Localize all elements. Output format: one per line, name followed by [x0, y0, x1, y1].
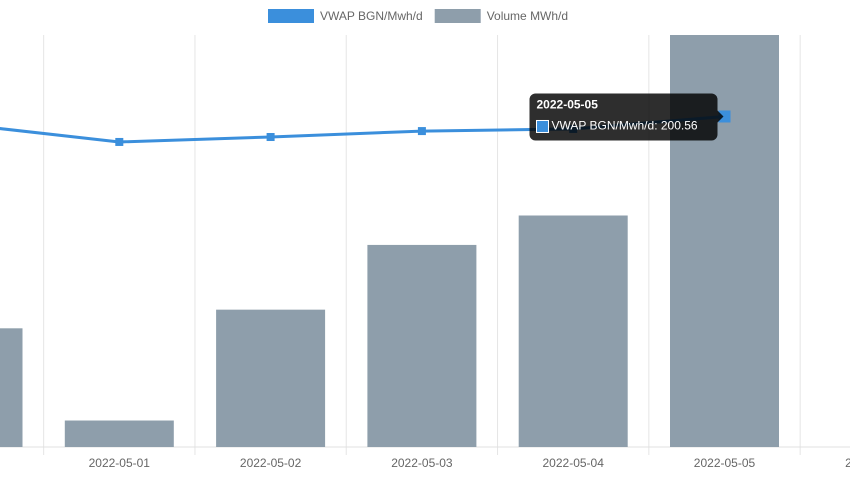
legend-swatch — [434, 9, 481, 23]
bar — [367, 244, 477, 447]
point — [718, 110, 731, 123]
bar — [216, 309, 326, 447]
x-tick-label: 2022-05-03 — [391, 456, 453, 470]
tooltip: 2022-05-05 VWAP BGN/Mwh/d: 200.56 — [529, 93, 724, 141]
x-tick-label: 2022-05-02 — [240, 456, 302, 470]
x-tick-label: 2022-05-04 — [543, 456, 605, 470]
x-tick-label: 2022-05-05 — [694, 456, 756, 470]
bar — [0, 328, 23, 447]
tooltip-swatch — [536, 119, 549, 133]
bar — [518, 215, 628, 447]
tooltip-box — [529, 93, 718, 141]
legend-label: Volume MWh/d — [487, 9, 568, 23]
point — [266, 133, 275, 142]
point — [115, 137, 124, 146]
x-tick-label: 2022-05-01 — [89, 456, 151, 470]
bar — [64, 420, 174, 447]
tooltip-label: VWAP BGN/Mwh/d: 200.56 — [552, 119, 698, 133]
tooltip-title: 2022-05-05 — [537, 98, 599, 112]
legend-label: VWAP BGN/Mwh/d — [320, 9, 423, 23]
point — [417, 127, 426, 136]
legend: VWAP BGN/Mwh/d Volume MWh/d — [268, 9, 568, 23]
tooltip-caret — [717, 110, 724, 123]
x-tick-label: 2022-05-06 — [845, 456, 850, 470]
legend-swatch — [268, 9, 314, 23]
